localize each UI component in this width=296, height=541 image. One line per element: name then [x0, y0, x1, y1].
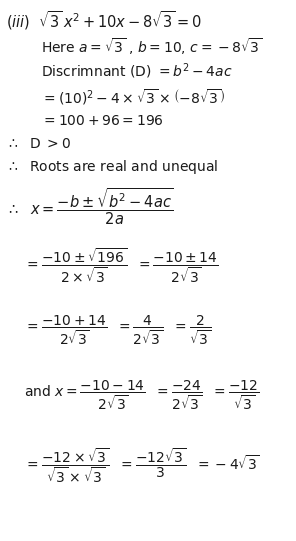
Text: $= 100 + 96 = 196$: $= 100 + 96 = 196$	[41, 114, 164, 128]
Text: $\therefore$  Roots are real and unequal: $\therefore$ Roots are real and unequal	[6, 157, 218, 176]
Text: $(iii)$  $\sqrt{3}\, x^2 + 10x - 8\sqrt{3} = 0$: $(iii)$ $\sqrt{3}\, x^2 + 10x - 8\sqrt{3…	[6, 9, 202, 32]
Text: and $x = \dfrac{-10 - 14}{2\sqrt{3}}$  $= \dfrac{-24}{2\sqrt{3}}$  $= \dfrac{-12: and $x = \dfrac{-10 - 14}{2\sqrt{3}}$ $=…	[24, 378, 259, 412]
Text: $= (10)^2 - 4 \times \sqrt{3} \times \left(-8\sqrt{3}\right)$: $= (10)^2 - 4 \times \sqrt{3} \times \le…	[41, 88, 226, 107]
Text: $\therefore$  $x = \dfrac{-b \pm \sqrt{b^2 - 4ac}}{2a}$: $\therefore$ $x = \dfrac{-b \pm \sqrt{b^…	[6, 187, 174, 227]
Text: $= \dfrac{-12 \times \sqrt{3}}{\sqrt{3} \times \sqrt{3}}$  $= \dfrac{-12\sqrt{3}: $= \dfrac{-12 \times \sqrt{3}}{\sqrt{3} …	[24, 447, 260, 485]
Text: $\therefore$  D $> 0$: $\therefore$ D $> 0$	[6, 137, 71, 151]
Text: Discrimnant (D) $= b^2 - 4ac$: Discrimnant (D) $= b^2 - 4ac$	[41, 62, 233, 81]
Text: $= \dfrac{-10 + 14}{2\sqrt{3}}$  $= \dfrac{4}{2\sqrt{3}}$  $= \dfrac{2}{\sqrt{3}: $= \dfrac{-10 + 14}{2\sqrt{3}}$ $= \dfra…	[24, 313, 211, 347]
Text: $= \dfrac{-10 \pm \sqrt{196}}{2 \times \sqrt{3}}$  $= \dfrac{-10 \pm 14}{2\sqrt{: $= \dfrac{-10 \pm \sqrt{196}}{2 \times \…	[24, 247, 218, 285]
Text: Here $a = \sqrt{3}$ , $b = 10$, $c = -8\sqrt{3}$: Here $a = \sqrt{3}$ , $b = 10$, $c = -8\…	[41, 37, 263, 57]
